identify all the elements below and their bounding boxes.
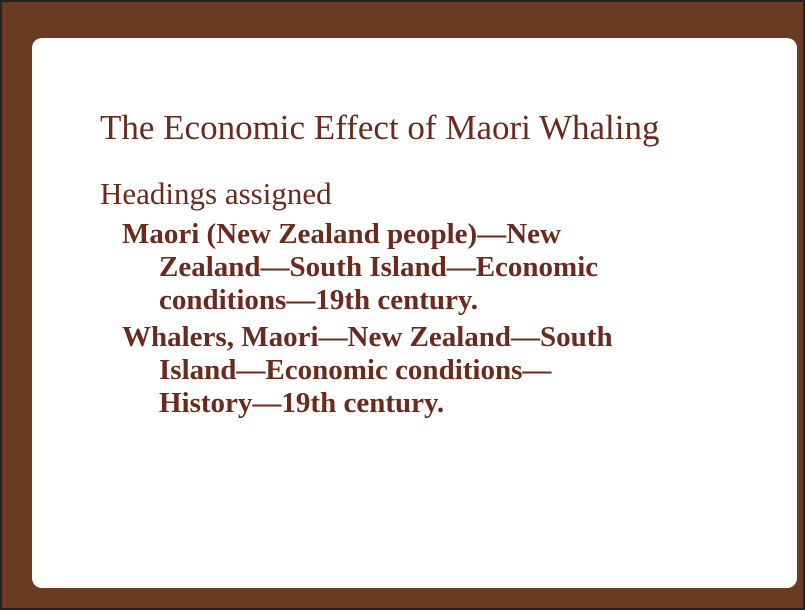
slide-title: The Economic Effect of Maori Whaling	[100, 108, 660, 147]
heading-item: Whalers, Maori—New Zealand—South Island—E…	[122, 321, 613, 420]
subheading: Headings assigned	[100, 176, 332, 211]
slide-card: The Economic Effect of Maori Whaling Hea…	[32, 38, 797, 588]
heading-line: Whalers, Maori—New Zealand—South	[122, 321, 613, 353]
heading-line: conditions—19th century.	[159, 284, 479, 316]
heading-item: Maori (New Zealand people)—New Zealand—So…	[122, 218, 613, 317]
heading-line: Zealand—South Island—Economic	[159, 251, 599, 283]
heading-list: Maori (New Zealand people)—New Zealand—So…	[122, 218, 613, 424]
heading-line: History—19th century.	[159, 387, 445, 419]
heading-line: Maori (New Zealand people)—New	[122, 218, 561, 250]
heading-line: Island—Economic conditions—	[159, 354, 552, 386]
